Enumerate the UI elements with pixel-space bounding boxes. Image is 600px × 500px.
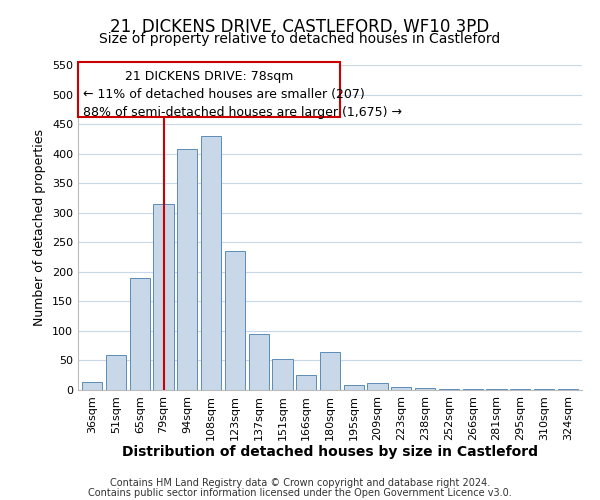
Bar <box>391 387 412 390</box>
Text: 21, DICKENS DRIVE, CASTLEFORD, WF10 3PD: 21, DICKENS DRIVE, CASTLEFORD, WF10 3PD <box>110 18 490 36</box>
Bar <box>415 388 435 390</box>
Bar <box>463 389 483 390</box>
Bar <box>248 334 269 390</box>
Bar <box>225 251 245 390</box>
Text: 88% of semi-detached houses are larger (1,675) →: 88% of semi-detached houses are larger (… <box>83 106 402 118</box>
X-axis label: Distribution of detached houses by size in Castleford: Distribution of detached houses by size … <box>122 446 538 460</box>
Bar <box>320 352 340 390</box>
Bar <box>82 382 103 390</box>
Y-axis label: Number of detached properties: Number of detached properties <box>34 129 46 326</box>
Text: 21 DICKENS DRIVE: 78sqm: 21 DICKENS DRIVE: 78sqm <box>125 70 293 83</box>
Text: Contains HM Land Registry data © Crown copyright and database right 2024.: Contains HM Land Registry data © Crown c… <box>110 478 490 488</box>
Bar <box>106 354 126 390</box>
Bar <box>130 278 150 390</box>
Text: Contains public sector information licensed under the Open Government Licence v3: Contains public sector information licen… <box>88 488 512 498</box>
Bar <box>201 136 221 390</box>
Bar <box>296 375 316 390</box>
Bar <box>344 386 364 390</box>
Bar <box>367 383 388 390</box>
Bar <box>177 149 197 390</box>
Bar <box>487 389 506 390</box>
Text: ← 11% of detached houses are smaller (207): ← 11% of detached houses are smaller (20… <box>83 88 365 101</box>
Bar <box>154 204 173 390</box>
Bar <box>439 389 459 390</box>
Text: Size of property relative to detached houses in Castleford: Size of property relative to detached ho… <box>100 32 500 46</box>
FancyBboxPatch shape <box>78 62 340 117</box>
Bar <box>272 360 293 390</box>
